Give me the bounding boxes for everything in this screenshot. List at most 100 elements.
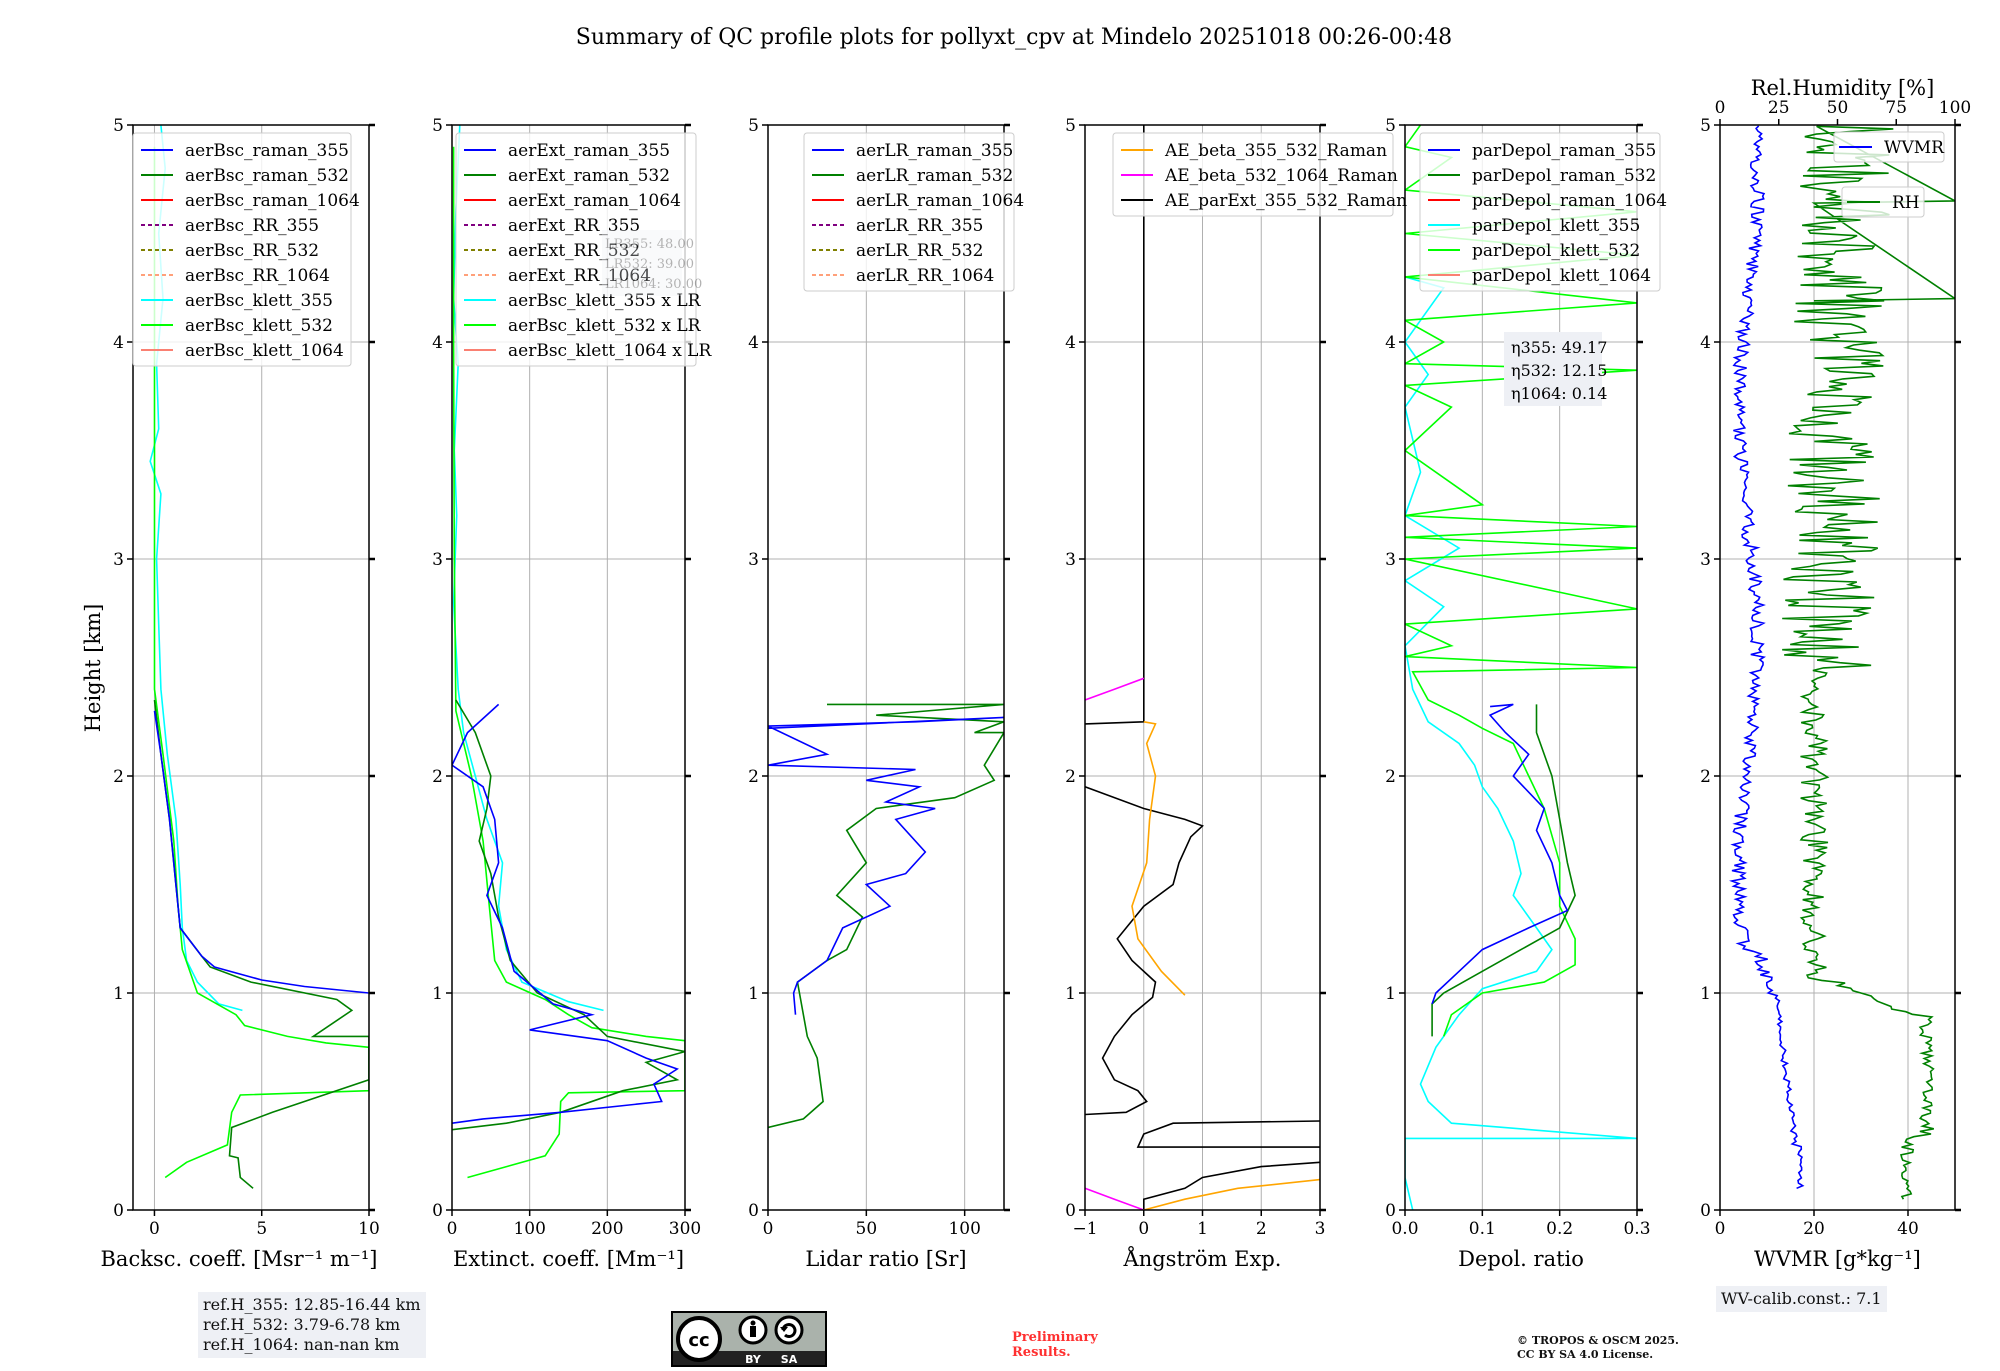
series-line-aerBsc_klett_532 (153, 146, 369, 1179)
legend-label: aerExt_RR_355 (508, 216, 640, 236)
x-tick-label: 0.1 (1469, 1219, 1496, 1239)
legend-label: aerExt_raman_355 (508, 141, 670, 161)
y-tick-label: 5 (113, 116, 124, 136)
legend-label: aerLR_RR_532 (856, 241, 983, 261)
legend-label: aerExt_raman_532 (508, 166, 670, 186)
sa-share-alike-icon (774, 1315, 804, 1345)
y-tick-label: 0 (1385, 1201, 1396, 1221)
x-tick-label: 1 (1197, 1219, 1208, 1239)
legend-label: parDepol_klett_532 (1472, 241, 1640, 261)
x-tick-label: 5 (256, 1219, 267, 1239)
legend-label: AE_beta_355_532_Raman (1164, 141, 1387, 161)
y-tick-label: 0 (1700, 1201, 1711, 1221)
y-tick-label: 0 (432, 1201, 443, 1221)
y-tick-label: 3 (748, 550, 759, 570)
legend-label: parDepol_klett_1064 (1472, 266, 1651, 286)
series-line-AE_parExt_355_532_Raman-c (1136, 1120, 1320, 1148)
series-line-AE_beta_355_532_Raman-b (1143, 1178, 1320, 1210)
y-tick-label: 2 (113, 767, 124, 787)
y-tick-label: 4 (1065, 333, 1076, 353)
y-tick-label: 0 (113, 1201, 124, 1221)
series-line-WVMR (1729, 125, 1805, 1190)
x-tick-label: 100 (513, 1219, 545, 1239)
panel-backscatter: 0 5 10 0 1 2 3 4 5 Backsc. coeff. [Msr⁻¹ m⁻¹] aerB… (101, 116, 380, 1271)
series-line-parDepol_raman_532 (1431, 704, 1576, 1037)
x-axis-label: Depol. ratio (1458, 1247, 1584, 1271)
y-axis-label: Height [km] (81, 604, 105, 733)
x-tick-label: −1 (1072, 1219, 1097, 1239)
legend: parDepol_raman_355 parDepol_raman_532 parD… (1419, 132, 1667, 292)
legend-label: WVMR (1884, 138, 1945, 158)
series-group (1729, 125, 1955, 1200)
y-tick-label: 1 (432, 984, 443, 1004)
legend-label: aerLR_RR_1064 (856, 266, 994, 286)
y-tick-label: 4 (748, 333, 759, 353)
series-line-parDepol_raman_355 (1431, 703, 1569, 1005)
series-line-parDepol_klett_355 (1405, 276, 1637, 1210)
legend-label: aerBsc_raman_532 (185, 166, 349, 186)
y-tick-label: 4 (1385, 333, 1396, 353)
legend-label: aerExt_raman_1064 (508, 191, 681, 211)
y-tick-label: 1 (113, 984, 124, 1004)
eta-value: η355: 49.17 (1511, 338, 1607, 357)
copyright-line-1: © TROPOS & OSCM 2025. (1517, 1334, 1679, 1347)
lr-value: LR1064: 30.00 (605, 277, 702, 292)
legend: aerBsc_raman_355 aerBsc_raman_532 aerBsc_r… (132, 132, 360, 367)
y-tick-label: 2 (1385, 767, 1396, 787)
series-line-AE_beta_355_532_Raman (1131, 721, 1186, 996)
legend: AE_beta_355_532_Raman AE_beta_532_1064_Ra… (1112, 132, 1407, 217)
y-tick-label: 0 (1065, 1201, 1076, 1221)
ref-height-355: ref.H_355: 12.85-16.44 km (203, 1295, 421, 1314)
x-tick-label: 50 (856, 1219, 878, 1239)
legend-label: aerBsc_klett_355 x LR (508, 291, 702, 311)
top-x-tick-label: 25 (1768, 98, 1790, 118)
y-tick-label: 4 (432, 333, 443, 353)
wv-calibration-constant: WV-calib.const.: 7.1 (1721, 1289, 1882, 1308)
axes-frame (767, 124, 1005, 1211)
legend-box (132, 132, 352, 367)
top-x-tick-label: 0 (1715, 98, 1726, 118)
x-tick-label: 2 (1256, 1219, 1267, 1239)
legend-label: aerLR_RR_355 (856, 216, 983, 236)
eta-value: η1064: 0.14 (1511, 384, 1607, 403)
series-line-aerExt_raman_532 (452, 699, 685, 1131)
y-tick-label: 3 (432, 550, 443, 570)
y-tick-label: 5 (748, 116, 759, 136)
copyright-line-2: CC BY SA 4.0 License. (1517, 1348, 1654, 1361)
legend-label: aerBsc_RR_355 (185, 216, 319, 236)
legend-label: aerBsc_klett_355 (185, 291, 333, 311)
x-tick-label: 0.3 (1623, 1219, 1650, 1239)
axes-frame (1404, 124, 1638, 1211)
panel-lidar-ratio: 0 50 100 0 1 2 3 4 5 Lidar ratio [Sr] aerLR_raman_… (748, 116, 1024, 1271)
series-line-AE_beta_532_1064_Raman (1085, 677, 1145, 701)
legend-label: aerBsc_klett_532 (185, 316, 333, 336)
x-axis-label: Lidar ratio [Sr] (805, 1247, 966, 1271)
x-tick-label: 3 (1315, 1219, 1326, 1239)
legend-label: aerBsc_RR_532 (185, 241, 319, 261)
y-tick-label: 4 (1700, 333, 1711, 353)
legend-label: AE_parExt_355_532_Raman (1164, 191, 1407, 211)
by-attribution-icon (738, 1315, 768, 1345)
x-axis-label: Extinct. coeff. [Mm⁻¹] (453, 1247, 684, 1271)
y-tick-label: 4 (113, 333, 124, 353)
x-tick-label: 0.0 (1391, 1219, 1418, 1239)
series-line-aerExt_raman_355 (452, 703, 680, 1124)
y-tick-label: 5 (1700, 116, 1711, 136)
y-tick-label: 3 (1700, 550, 1711, 570)
series-group (768, 703, 1004, 1129)
top-x-tick-label: 50 (1827, 98, 1849, 118)
legend-label: parDepol_raman_1064 (1472, 191, 1667, 211)
y-tick-label: 5 (1385, 116, 1396, 136)
panel-extinction: 0 100 200 300 0 1 2 3 4 5 Extinct. coeff. [Mm⁻¹] ae… (432, 116, 712, 1271)
eta-value: η532: 12.15 (1511, 361, 1607, 380)
x-tick-label: 0 (149, 1219, 160, 1239)
info-box-bg (1504, 332, 1602, 406)
top-axis-label: Rel.Humidity [%] (1751, 76, 1935, 100)
x-tick-label: 0 (1138, 1219, 1149, 1239)
panel-depol: 0.0 0.1 0.2 0.3 0 1 2 3 4 5 Depol. ratio parDepol_r… (1385, 116, 1667, 1271)
x-tick-label: 0 (763, 1219, 774, 1239)
legend-box (455, 132, 697, 367)
series-line-RH (1782, 125, 1955, 1200)
legend-label: parDepol_raman_355 (1472, 141, 1656, 161)
